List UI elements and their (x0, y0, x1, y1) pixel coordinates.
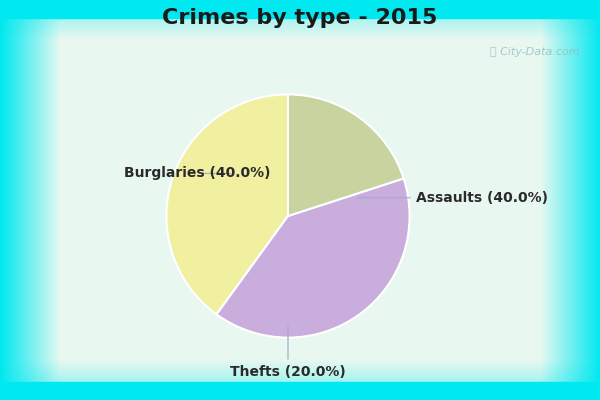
Text: Thefts (20.0%): Thefts (20.0%) (230, 326, 346, 379)
Bar (0, 382, 600, 400)
Wedge shape (166, 94, 288, 314)
Bar (0, 0, 600, 18)
Text: Crimes by type - 2015: Crimes by type - 2015 (163, 8, 437, 28)
Text: Burglaries (40.0%): Burglaries (40.0%) (124, 166, 271, 180)
Text: Assaults (40.0%): Assaults (40.0%) (358, 191, 548, 205)
Wedge shape (288, 94, 404, 216)
Text: ⓘ City-Data.com: ⓘ City-Data.com (490, 47, 580, 57)
Wedge shape (217, 178, 410, 338)
